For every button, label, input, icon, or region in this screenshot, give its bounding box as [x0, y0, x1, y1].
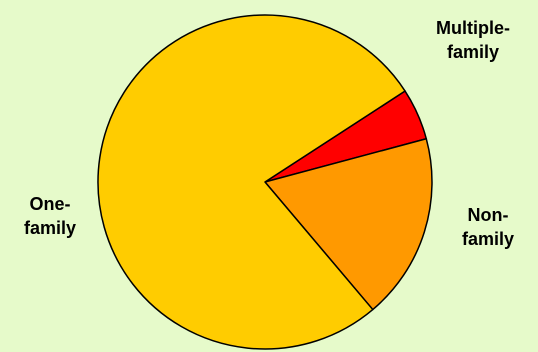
label-multiple-family-line-2: family: [446, 42, 500, 62]
label-non-family-line-1: Non-: [467, 205, 509, 225]
pie-slice-non-family: [264, 138, 433, 311]
label-non-family-line-2: family: [461, 229, 515, 249]
label-multiple-family: Multiple- family: [418, 16, 528, 64]
label-one-family-line-2: family: [23, 218, 77, 238]
label-one-family-line-1: One-: [29, 194, 71, 214]
label-non-family: Non- family: [448, 203, 528, 251]
pie-slice-one-family: [97, 14, 406, 350]
label-multiple-family-line-1: Multiple-: [436, 18, 510, 38]
label-one-family: One- family: [10, 192, 90, 240]
